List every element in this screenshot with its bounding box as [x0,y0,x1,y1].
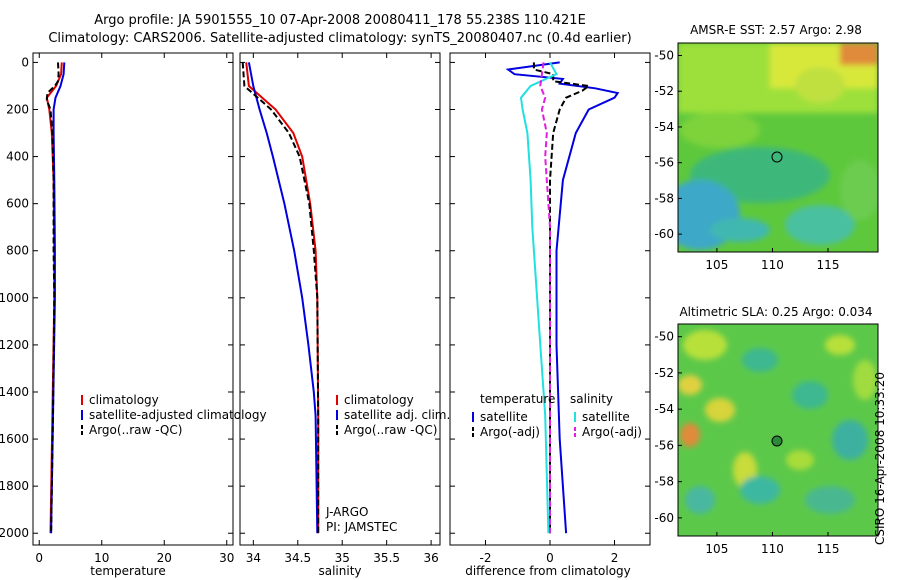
x-tick-label: 34.5 [284,551,311,565]
sst-map-title: AMSR-E SST: 2.57 Argo: 2.98 [690,23,862,37]
x-tick-label: 30 [219,551,234,565]
credit-label: CSIRO 16-Apr-2008 10:33:20 [873,372,893,565]
salinity-panel: 34 34.5 35 35.5 36 salinity climatologysatel… [239,52,450,578]
difference-series-3 [539,62,551,534]
y-tick-label: 1800 [0,479,29,493]
x-tick-label: 115 [817,258,840,272]
sst-map-panel: AMSR-E SST: 2.57 Argo: 2.98 105 110 115 -50… [654,23,879,272]
legend-label: satellite-adjusted climatology [89,408,267,422]
salinity-series-0 [245,62,320,534]
title-line2: Climatology: CARS2006. Satellite-adjuste… [48,31,631,46]
legend-heading: temperature [480,392,555,406]
salinity-xlabel: salinity [318,564,361,578]
x-tick-label: 34 [246,551,261,565]
x-tick-label: 110 [761,258,784,272]
sla-heatmap [678,324,878,536]
x-tick-label: 110 [761,542,784,556]
difference-xlabel: difference from climatology [465,564,631,578]
y-tick-label: 1400 [0,385,29,399]
sst-heatmap [678,43,878,252]
legend-label: satellite [582,410,630,424]
y-tick-label: -56 [654,156,674,170]
temperature-xlabel: temperature [90,564,165,578]
legend-label: climatology [344,393,414,407]
legend-label: Argo(..raw -QC) [344,423,437,437]
argo-position-marker [771,435,783,447]
y-tick-label: -50 [654,330,674,344]
y-tick-label: -54 [654,120,674,134]
y-tick-label: 400 [6,150,29,164]
y-tick-label: -60 [654,227,674,241]
pi-annotation: PI: JAMSTEC [326,520,397,534]
x-tick-label: 105 [705,258,728,272]
legend-label: Argo(..raw -QC) [89,423,182,437]
legend-label: satellite adj. clim. [344,408,450,422]
difference-panel: -2 0 2 difference from climatology tempera… [449,52,651,578]
y-tick-label: -60 [654,511,674,525]
x-tick-label: 36 [423,551,438,565]
y-tick-label: -54 [654,402,674,416]
salinity-axes-frame [239,52,441,546]
salinity-series-2 [241,62,320,534]
x-tick-label: 2 [611,551,619,565]
x-tick-label: 105 [705,542,728,556]
legend-label: climatology [89,393,159,407]
difference-legend: temperaturesatelliteArgo(-adj)salinitysa… [472,392,642,439]
temperature-series-2 [45,62,60,534]
legend-heading: salinity [570,392,613,406]
argo-position-marker [771,151,783,163]
project-annotation: J-ARGO [325,505,368,519]
sla-map-title: Altimetric SLA: 0.25 Argo: 0.034 [679,305,872,319]
legend-label: Argo(-adj) [480,425,540,439]
title-line1: Argo profile: JA 5901555_10 07-Apr-2008 … [94,13,586,28]
difference-series-0 [505,61,620,534]
x-tick-label: 0 [35,551,43,565]
sla-map-panel: Altimetric SLA: 0.25 Argo: 0.034 [654,305,879,556]
x-tick-label: 0 [546,551,554,565]
salinity-series-1 [247,62,319,534]
y-tick-label: 200 [6,102,29,116]
y-tick-label: -50 [654,49,674,63]
y-tick-label: 1000 [0,291,29,305]
legend-label: Argo(-adj) [582,425,642,439]
temperature-panel: 0 10 20 30 0 200 400 600 800 1000 1200 1400 1600 1800… [0,52,267,578]
y-tick-label: 800 [6,244,29,258]
y-tick-label: -52 [654,84,674,98]
y-tick-label: -58 [654,191,674,205]
x-tick-label: 10 [94,551,109,565]
x-tick-label: -2 [479,551,491,565]
x-tick-label: 115 [817,542,840,556]
x-tick-label: 35.5 [373,551,400,565]
legend-label: satellite [480,410,528,424]
temperature-axes-frame [32,52,234,546]
sst-map-frame [677,42,879,253]
y-tick-label: -58 [654,475,674,489]
x-tick-label: 35 [335,551,350,565]
y-tick-label: 0 [21,55,29,69]
credit-text: CSIRO 16-Apr-2008 10:33:20 [873,371,887,545]
y-tick-label: -52 [654,366,674,380]
difference-series-1 [532,62,592,534]
y-tick-label: -56 [654,438,674,452]
difference-series-2 [519,61,558,534]
y-tick-label: 2000 [0,526,29,540]
y-tick-label: 1600 [0,432,29,446]
x-tick-label: 20 [157,551,172,565]
sla-map-frame [677,323,879,537]
y-tick-label: 600 [6,197,29,211]
y-tick-label: 1200 [0,338,29,352]
